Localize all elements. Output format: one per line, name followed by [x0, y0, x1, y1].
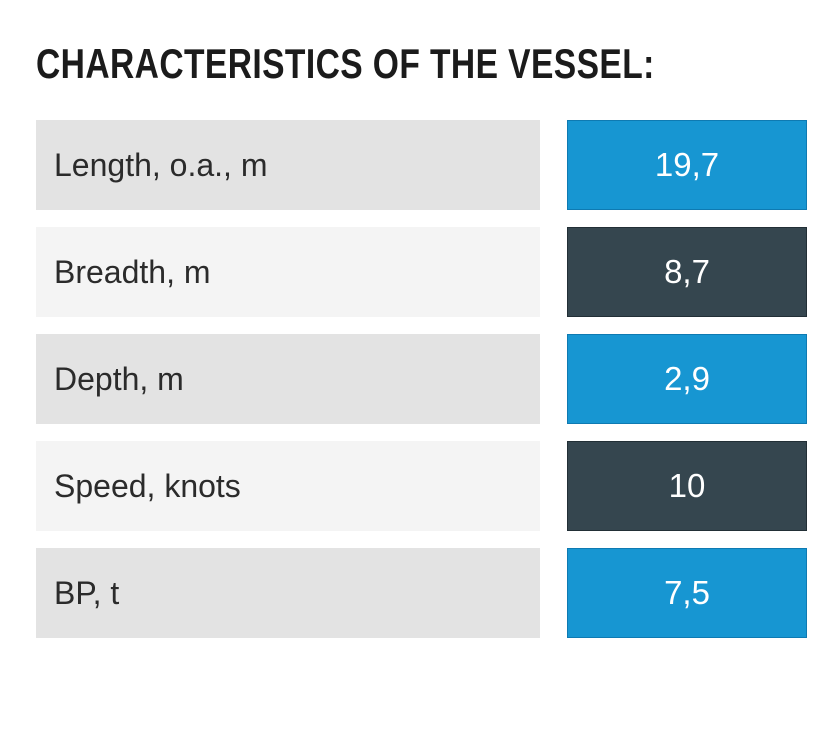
characteristic-value-cell: 10 [567, 441, 807, 531]
characteristic-label: Breadth, m [54, 253, 211, 290]
characteristic-label-cell: Length, o.a., m [36, 120, 540, 210]
characteristic-label-cell: Speed, knots [36, 441, 540, 531]
table-row: Breadth, m 8,7 [36, 227, 807, 317]
characteristic-value: 10 [668, 467, 706, 504]
table-row: Length, o.a., m 19,7 [36, 120, 807, 210]
characteristic-value-cell: 2,9 [567, 334, 807, 424]
table-row: Speed, knots 10 [36, 441, 807, 531]
table-row: BP, t 7,5 [36, 548, 807, 638]
characteristics-table: Length, o.a., m 19,7 Breadth, m 8,7 Dept… [36, 120, 807, 638]
characteristic-label: Depth, m [54, 360, 184, 397]
table-row: Depth, m 2,9 [36, 334, 807, 424]
characteristic-label-cell: BP, t [36, 548, 540, 638]
characteristic-label: Speed, knots [54, 467, 241, 504]
characteristic-label: BP, t [54, 574, 120, 611]
characteristic-value: 7,5 [664, 574, 710, 611]
section-title: CHARACTERISTICS OF THE VESSEL: [36, 40, 655, 87]
characteristic-label-cell: Breadth, m [36, 227, 540, 317]
characteristic-value: 2,9 [664, 360, 710, 397]
characteristic-label: Length, o.a., m [54, 146, 268, 183]
characteristic-value-cell: 8,7 [567, 227, 807, 317]
characteristic-value: 8,7 [664, 253, 710, 290]
characteristic-value: 19,7 [654, 146, 720, 183]
characteristic-label-cell: Depth, m [36, 334, 540, 424]
characteristic-value-cell: 7,5 [567, 548, 807, 638]
characteristic-value-cell: 19,7 [567, 120, 807, 210]
